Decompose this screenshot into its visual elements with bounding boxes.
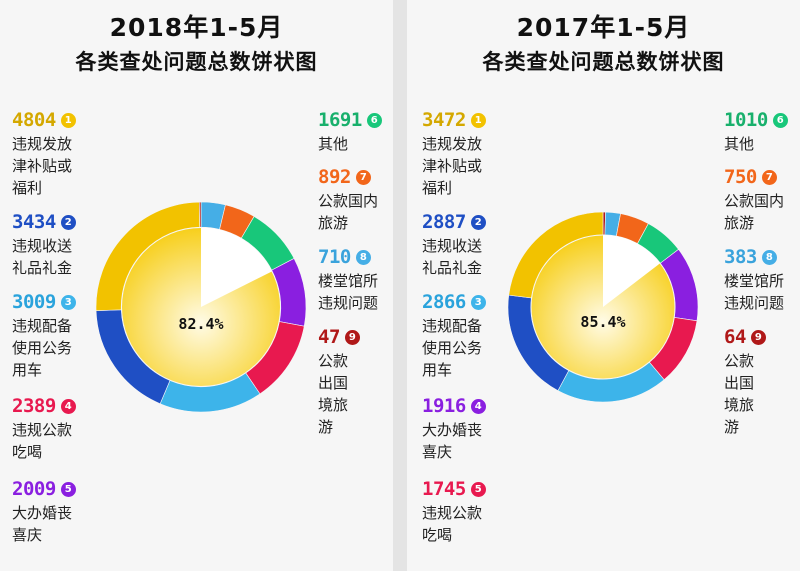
legend-value: 1745 [422, 478, 466, 500]
rank-badge: 1 [60, 112, 76, 128]
legend-value: 64 [724, 326, 746, 348]
legend-label: 违规公款吃喝 [12, 421, 73, 461]
rank-badge: 5 [60, 481, 76, 497]
legend-value: 47 [318, 326, 340, 348]
chart-subtitle: 各类查处问题总数饼状图 [482, 50, 725, 74]
rank-badge: 7 [761, 169, 777, 185]
legend-item-5: 1745 5 违规公款吃喝 [422, 477, 532, 546]
legend-label: 违规公款吃喝 [422, 504, 483, 544]
rank-badge: 4 [470, 398, 486, 414]
rank-badge: 3 [60, 294, 76, 310]
legend-value: 1691 [318, 109, 362, 131]
chart-title: 2017年1-5月 [516, 13, 691, 42]
rank-badge: 3 [470, 294, 486, 310]
legend-value: 3009 [12, 291, 56, 313]
legend-item-7: 892 7 公款国内旅游 [318, 165, 428, 234]
rank-badge: 2 [60, 214, 76, 230]
donut-chart-2018: 82.4% [95, 201, 307, 413]
legend-label: 公款国内旅游 [724, 192, 785, 232]
center-percentage: 82.4% [178, 315, 223, 333]
rank-badge: 2 [470, 214, 486, 230]
donut-slice-1 [508, 211, 604, 299]
legend-value: 2389 [12, 395, 56, 417]
center-percentage: 85.4% [580, 313, 625, 331]
rank-badge: 4 [60, 398, 76, 414]
legend-label: 违规配备使用公务用车 [12, 317, 73, 379]
legend-label: 公款出国境旅游 [724, 352, 755, 436]
legend-item-4: 1916 4 大办婚丧喜庆 [422, 394, 532, 463]
legend-item-9: 47 9 公款出国境旅游 [318, 325, 428, 438]
legend-item-8: 383 8 楼堂馆所违规问题 [724, 245, 800, 314]
legend-value: 2866 [422, 291, 466, 313]
rank-badge: 8 [761, 249, 777, 265]
chart-panel-2018: 2018年1-5月 各类查处问题总数饼状图 4804 1 违规发放津补贴或福利 … [0, 0, 393, 571]
legend-item-4: 2389 4 违规公款吃喝 [12, 394, 122, 463]
legend-label: 公款出国境旅游 [318, 352, 349, 436]
rank-badge: 8 [355, 249, 371, 265]
legend-item-3: 2866 3 违规配备使用公务用车 [422, 290, 532, 381]
legend-value: 2887 [422, 211, 466, 233]
legend-label: 楼堂馆所违规问题 [724, 272, 785, 312]
rank-badge: 6 [366, 112, 382, 128]
legend-value: 383 [724, 246, 757, 268]
legend-item-1: 3472 1 违规发放津补贴或福利 [422, 108, 532, 199]
legend-value: 1916 [422, 395, 466, 417]
legend-label: 违规收送礼品礼金 [422, 237, 483, 277]
legend-label: 公款国内旅游 [318, 192, 379, 232]
chart-panel-2017: 2017年1-5月 各类查处问题总数饼状图 3472 1 违规发放津补贴或福利 … [407, 0, 800, 571]
legend-item-1: 4804 1 违规发放津补贴或福利 [12, 108, 122, 199]
legend-value: 710 [318, 246, 351, 268]
donut-slice-9 [199, 201, 202, 228]
donut-remainder-wedge [201, 227, 273, 307]
rank-badge: 6 [772, 112, 788, 128]
rank-badge: 1 [470, 112, 486, 128]
legend-item-2: 3434 2 违规收送礼品礼金 [12, 210, 122, 279]
legend-label: 大办婚丧喜庆 [12, 504, 73, 544]
legend-item-2: 2887 2 违规收送礼品礼金 [422, 210, 532, 279]
legend-label: 其他 [724, 135, 755, 153]
legend-value: 892 [318, 166, 351, 188]
legend-label: 大办婚丧喜庆 [422, 421, 483, 461]
legend-item-6: 1010 6 其他 [724, 108, 800, 155]
legend-value: 750 [724, 166, 757, 188]
donut-remainder-wedge [603, 235, 661, 307]
legend-label: 违规配备使用公务用车 [422, 317, 483, 379]
donut-chart-2017: 85.4% [507, 211, 699, 403]
rank-badge: 5 [470, 481, 486, 497]
legend-label: 违规收送礼品礼金 [12, 237, 73, 277]
legend-value: 3434 [12, 211, 56, 233]
legend-item-6: 1691 6 其他 [318, 108, 428, 155]
rank-badge: 9 [750, 329, 766, 345]
legend-item-7: 750 7 公款国内旅游 [724, 165, 800, 234]
legend-value: 1010 [724, 109, 768, 131]
legend-item-9: 64 9 公款出国境旅游 [724, 325, 800, 438]
legend-item-8: 710 8 楼堂馆所违规问题 [318, 245, 428, 314]
legend-label: 违规发放津补贴或福利 [422, 135, 483, 197]
chart-title: 2018年1-5月 [109, 13, 284, 42]
rank-badge: 9 [344, 329, 360, 345]
legend-value: 2009 [12, 478, 56, 500]
legend-label: 违规发放津补贴或福利 [12, 135, 73, 197]
legend-item-5: 2009 5 大办婚丧喜庆 [12, 477, 122, 546]
legend-label: 楼堂馆所违规问题 [318, 272, 379, 312]
legend-label: 其他 [318, 135, 349, 153]
legend-value: 4804 [12, 109, 56, 131]
rank-badge: 7 [355, 169, 371, 185]
legend-value: 3472 [422, 109, 466, 131]
legend-item-3: 3009 3 违规配备使用公务用车 [12, 290, 122, 381]
chart-subtitle: 各类查处问题总数饼状图 [75, 50, 318, 74]
